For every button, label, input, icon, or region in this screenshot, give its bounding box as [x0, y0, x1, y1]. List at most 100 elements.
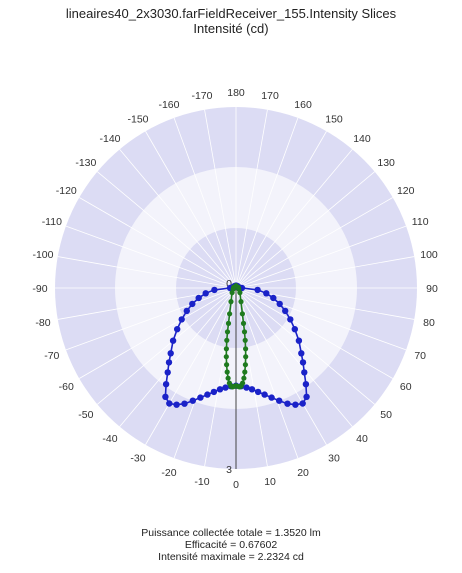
angle-tick-label-110: 110 [412, 216, 429, 228]
angle-tick-label--110: -110 [42, 216, 62, 228]
series-1-point-11 [241, 329, 248, 335]
series-1-point-30 [224, 369, 230, 375]
series-1-point-8 [243, 354, 249, 360]
angle-tick-label-90: 90 [426, 283, 438, 295]
grid-spoke-170 [235, 109, 268, 289]
total-power-text: Puissance collectée totale = 1.3520 lm [141, 527, 321, 539]
angle-tick-labels: 180 1701601501401301201101009080706050403… [32, 87, 438, 491]
grid-spoke--10 [204, 287, 237, 467]
angle-tick-label-30: 30 [328, 453, 340, 465]
angle-tick-label--120: -120 [56, 185, 77, 197]
series-0-point-57 [216, 386, 224, 393]
series-1-point-24 [225, 320, 232, 326]
series-0-point-23 [254, 286, 261, 294]
series-0-point-45 [167, 350, 174, 357]
angle-tick-label-0: 0 [233, 479, 239, 491]
series-1-point-22 [228, 299, 234, 305]
series-1-point-29 [224, 362, 230, 368]
grid-spokes [55, 107, 417, 469]
grid-spoke-120 [235, 197, 393, 289]
series-0-point-8 [284, 400, 291, 407]
grid-spoke--160 [173, 117, 237, 289]
series-1-point-25 [224, 329, 231, 335]
series-0-point-6 [268, 394, 275, 401]
series-0-point-44 [169, 337, 177, 344]
series-1-point-9 [243, 346, 249, 352]
angle-tick-label--50: -50 [78, 409, 93, 421]
series-0-point-11 [303, 393, 310, 400]
grid-spoke-110 [235, 225, 407, 289]
chart-title-line1: lineaires40_2x3030.farFieldReceiver_155.… [65, 6, 397, 21]
series-0-point-47 [164, 369, 171, 376]
angle-tick-label--150: -150 [127, 113, 148, 125]
grid-spoke--140 [119, 149, 237, 289]
series-0-point-16 [295, 337, 303, 344]
grid-spoke-30 [235, 287, 327, 445]
grid-spoke--130 [97, 171, 237, 289]
angle-tick-label--160: -160 [158, 99, 179, 111]
series-0-point-42 [178, 316, 185, 323]
series-1-point-21 [229, 290, 235, 296]
series-1-point-28 [223, 354, 229, 360]
angle-tick-label-40: 40 [356, 433, 368, 445]
angle-tick-label-20: 20 [297, 467, 309, 479]
angle-tick-label-50: 50 [380, 409, 392, 421]
angle-tick-label--130: -130 [75, 157, 96, 169]
series-0-point-41 [183, 307, 190, 315]
series-0-point-52 [181, 400, 188, 407]
series-1-point-26 [224, 337, 230, 343]
angle-tick-label-180: 180 [227, 87, 245, 99]
grid-spoke--120 [79, 197, 237, 289]
angle-tick-label-140: 140 [353, 133, 371, 145]
grid-spoke-10 [235, 287, 268, 467]
grid-spoke-50 [235, 287, 375, 405]
series-0-point-51 [173, 401, 180, 408]
angle-tick-label--30: -30 [130, 453, 145, 465]
grid-spoke-150 [235, 131, 327, 289]
grid-spoke--100 [57, 256, 237, 289]
series-0-point-39 [195, 294, 202, 302]
series-0-point-49 [162, 393, 169, 400]
angle-tick-label--20: -20 [161, 467, 176, 479]
grid-spoke--170 [204, 109, 237, 289]
series-0-point-53 [189, 397, 196, 404]
grid-spoke--20 [173, 287, 237, 459]
angle-tick-label--140: -140 [100, 133, 121, 145]
stats-block: Puissance collectée totale = 1.3520 lm E… [0, 527, 462, 563]
grid-spoke-20 [235, 287, 299, 459]
series-0-point-40 [189, 300, 196, 308]
series-0-point-14 [299, 359, 307, 366]
series-1-point-10 [242, 337, 248, 343]
angle-tick-label-150: 150 [325, 113, 343, 125]
series-0-point-54 [197, 394, 204, 401]
angle-tick-label-100: 100 [420, 249, 438, 261]
series-0-point-4 [254, 388, 262, 396]
angle-tick-label--10: -10 [194, 476, 209, 488]
angle-tick-label-120: 120 [397, 185, 415, 197]
chart-subtitle: Intensité (cd) [193, 21, 269, 36]
grid-spoke--50 [97, 287, 237, 405]
series-1-point-31 [225, 375, 231, 381]
series-1-point-12 [240, 320, 247, 326]
angle-tick-label--40: -40 [102, 433, 117, 445]
grid-spoke-100 [235, 256, 415, 289]
series-0-point-10 [299, 400, 306, 407]
series-0-point-17 [291, 326, 298, 333]
angle-tick-label-130: 130 [377, 157, 395, 169]
grid-spoke--40 [119, 287, 237, 427]
series-1-point-6 [242, 369, 248, 375]
series-1-point-4 [240, 380, 246, 386]
series-layer [162, 282, 310, 408]
angle-tick-label-170: 170 [261, 90, 279, 102]
series-1-point-13 [239, 311, 245, 317]
angle-tick-label--90: -90 [32, 283, 47, 295]
angle-tick-label-70: 70 [414, 350, 426, 362]
grid-spoke-140 [235, 149, 353, 289]
angle-tick-label-10: 10 [264, 476, 276, 488]
radial-tick-label-0: 0 [226, 278, 232, 290]
efficiency-text: Efficacité = 0.67602 [184, 539, 278, 551]
series-1-point-35 [231, 383, 237, 389]
grid-spoke--150 [145, 131, 237, 289]
series-0-point-3 [248, 386, 256, 393]
